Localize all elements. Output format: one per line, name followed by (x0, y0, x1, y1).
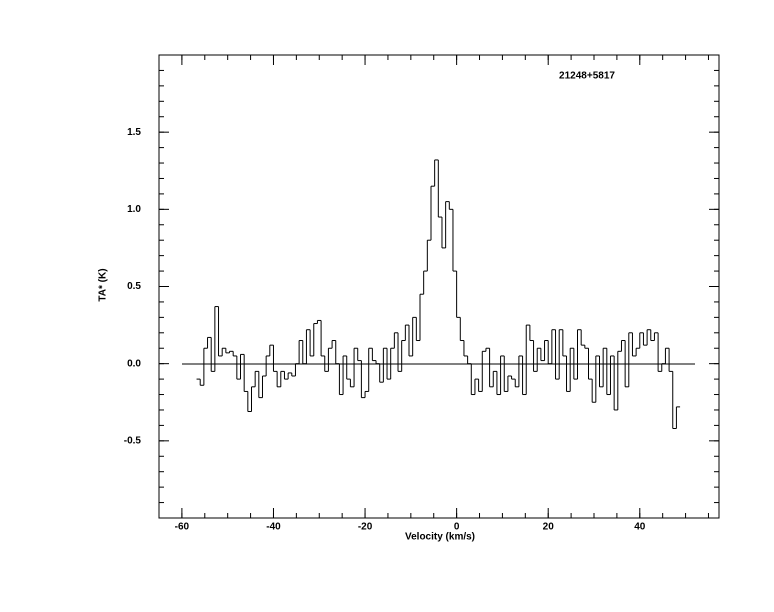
y-tick-label: 0.5 (127, 281, 141, 292)
plot-frame (158, 54, 720, 519)
x-tick-label: 0 (454, 522, 460, 533)
y-tick-label: 1.0 (127, 204, 141, 215)
y-tick-label: 1.5 (127, 127, 141, 138)
x-tick-label: -60 (175, 522, 190, 533)
y-tick-label: -0.5 (124, 435, 142, 446)
y-axis-label: TA* (K) (98, 268, 109, 301)
x-tick-label: -40 (266, 522, 281, 533)
y-tick-label: 0.0 (127, 358, 141, 369)
x-tick-label: 20 (543, 522, 555, 533)
x-tick-label: 40 (634, 522, 646, 533)
x-axis-label: Velocity (km/s) (405, 532, 475, 543)
chart-title: 21248+5817 (559, 71, 615, 82)
x-tick-label: -20 (358, 522, 373, 533)
